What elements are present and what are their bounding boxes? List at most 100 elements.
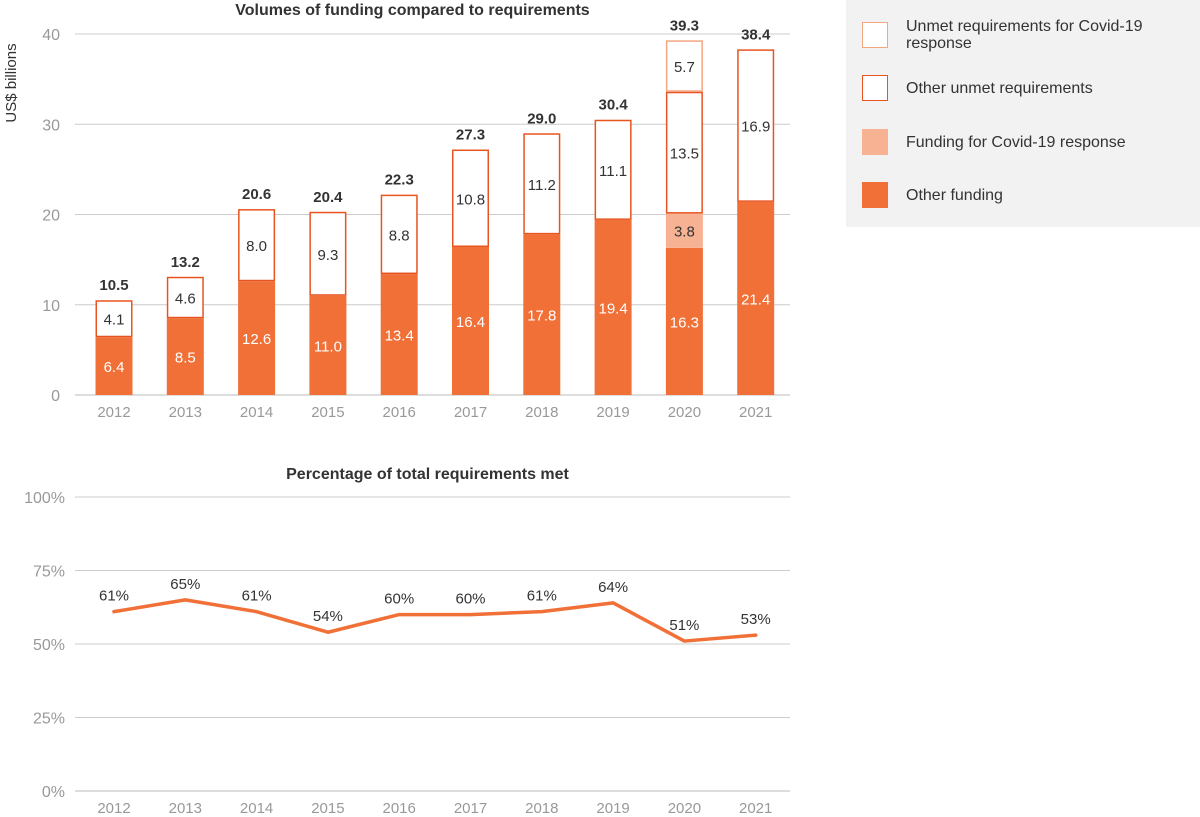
bar-value-label: 19.4 (598, 300, 627, 317)
line-ytick-label: 25% (33, 711, 65, 728)
line-point (754, 633, 758, 637)
legend-label-other-unmet: Other unmet requirements (906, 79, 1093, 97)
bar-total-label: 22.3 (385, 172, 414, 189)
bar-xtick-label: 2013 (169, 404, 202, 421)
bar-value-label: 11.1 (599, 163, 627, 180)
line-xtick-label: 2018 (525, 800, 558, 817)
bar-segment-other-unmet (452, 149, 489, 247)
bar-value-label: 13.5 (670, 146, 699, 163)
bar-xtick-label: 2017 (454, 404, 487, 421)
legend-item-covid-funding: Funding for Covid-19 response (862, 129, 1166, 155)
legend-swatch-covid-funding (862, 129, 888, 155)
bar-total-label: 39.3 (670, 17, 699, 34)
line-point (540, 610, 544, 614)
legend-label-covid-funding: Funding for Covid-19 response (906, 133, 1126, 151)
line-ytick-label: 100% (24, 490, 65, 507)
legend-item-other-funding: Other funding (862, 182, 1166, 208)
line-point (469, 613, 472, 617)
bar-xtick-label: 2014 (240, 404, 273, 421)
bar-ytick-label: 40 (42, 27, 60, 44)
bar-segment-other-unmet (309, 211, 347, 296)
bar-total-label: 13.2 (171, 254, 200, 271)
bar-value-label: 13.4 (385, 328, 414, 345)
line-series-path (112, 598, 758, 643)
bar-value-label: 10.8 (456, 191, 485, 208)
bar-segment-other-funding (737, 201, 775, 395)
line-xtick-label: 2020 (668, 800, 701, 817)
line-xtick-label: 2013 (169, 800, 202, 817)
line-xtick-label: 2012 (97, 800, 130, 817)
bar-segment-other-unmet (238, 209, 276, 282)
bar-value-label: 8.5 (175, 350, 196, 367)
bar-xtick-label: 2020 (668, 404, 701, 421)
bar-value-label: 21.4 (741, 291, 770, 308)
line-value-label: 60% (455, 591, 485, 608)
bar-total-label: 30.4 (598, 97, 628, 114)
line-value-label: 53% (741, 611, 771, 628)
bar-xtick-label: 2012 (97, 404, 130, 421)
bar-value-label: 6.4 (104, 359, 125, 376)
bar-total-label: 10.5 (99, 277, 128, 294)
bar-total-label: 27.3 (456, 127, 485, 144)
bar-ytick-label: 0 (51, 388, 60, 405)
legend-swatch-other-funding (862, 182, 888, 208)
bar-ytick-label: 10 (42, 298, 60, 315)
bar-value-label: 4.6 (175, 291, 196, 308)
line-point (682, 639, 686, 643)
bar-segment-other-unmet (380, 194, 418, 275)
line-point (112, 610, 116, 614)
bar-segment-other-funding (594, 219, 632, 395)
line-point (611, 601, 615, 605)
legend-item-other-unmet: Other unmet requirements (862, 75, 1166, 101)
bar-value-label: 16.9 (741, 119, 770, 136)
bar-chart-ylabel: US$ billions (3, 43, 20, 122)
bar-xtick-label: 2019 (596, 404, 629, 421)
bar-value-label: 3.8 (674, 224, 695, 241)
bar-value-label: 8.8 (389, 227, 410, 244)
bar-segment-other-funding (380, 274, 418, 395)
bar-total-label: 38.4 (741, 26, 771, 43)
bar-segment-covid-unmet (665, 40, 703, 92)
legend-item-covid-unmet: Unmet requirements for Covid-19 response (862, 18, 1166, 52)
bar-segment-other-unmet (166, 276, 204, 319)
bar-xtick-label: 2021 (739, 404, 772, 421)
bar-segment-other-funding (523, 234, 561, 395)
line-xtick-label: 2021 (739, 800, 772, 817)
line-value-label: 61% (527, 588, 557, 605)
bar-xtick-label: 2015 (311, 404, 344, 421)
line-value-label: 51% (669, 617, 699, 634)
line-xtick-label: 2014 (240, 800, 273, 817)
line-value-label: 60% (384, 591, 414, 608)
line-point (183, 598, 187, 602)
bar-segment-other-unmet (95, 300, 133, 338)
line-point (397, 613, 401, 617)
line-ytick-label: 0% (42, 784, 65, 801)
bar-segment-other-funding (238, 281, 276, 395)
bar-segment-other-unmet (594, 119, 632, 220)
legend-swatch-other-unmet (862, 75, 888, 101)
bar-value-label: 11.2 (528, 177, 556, 194)
legend-label-other-funding: Other funding (906, 186, 1003, 204)
bar-value-label: 9.3 (317, 247, 338, 264)
line-point (326, 630, 330, 634)
bar-value-label: 4.1 (104, 312, 125, 329)
legend: Unmet requirements for Covid-19 response… (846, 0, 1200, 227)
line-value-label: 65% (170, 576, 200, 593)
bar-segment-other-funding (665, 247, 703, 395)
bar-value-label: 11.0 (314, 338, 342, 355)
bar-value-label: 5.7 (674, 59, 695, 76)
bar-segment-other-unmet (665, 91, 703, 214)
line-value-label: 61% (242, 588, 272, 605)
bar-segment-other-funding (452, 246, 489, 395)
bar-chart-title: Volumes of funding compared to requireme… (235, 2, 590, 19)
bar-ytick-label: 20 (42, 208, 60, 225)
bar-segment-other-funding (166, 318, 204, 395)
line-value-label: 54% (313, 608, 343, 625)
line-value-label: 64% (598, 579, 628, 596)
bar-segment-other-funding (309, 295, 347, 395)
bar-xtick-label: 2016 (383, 404, 416, 421)
line-value-label: 61% (99, 588, 129, 605)
bar-segment-other-unmet (523, 133, 561, 235)
line-chart-title: Percentage of total requirements met (286, 466, 569, 483)
line-xtick-label: 2019 (596, 800, 629, 817)
